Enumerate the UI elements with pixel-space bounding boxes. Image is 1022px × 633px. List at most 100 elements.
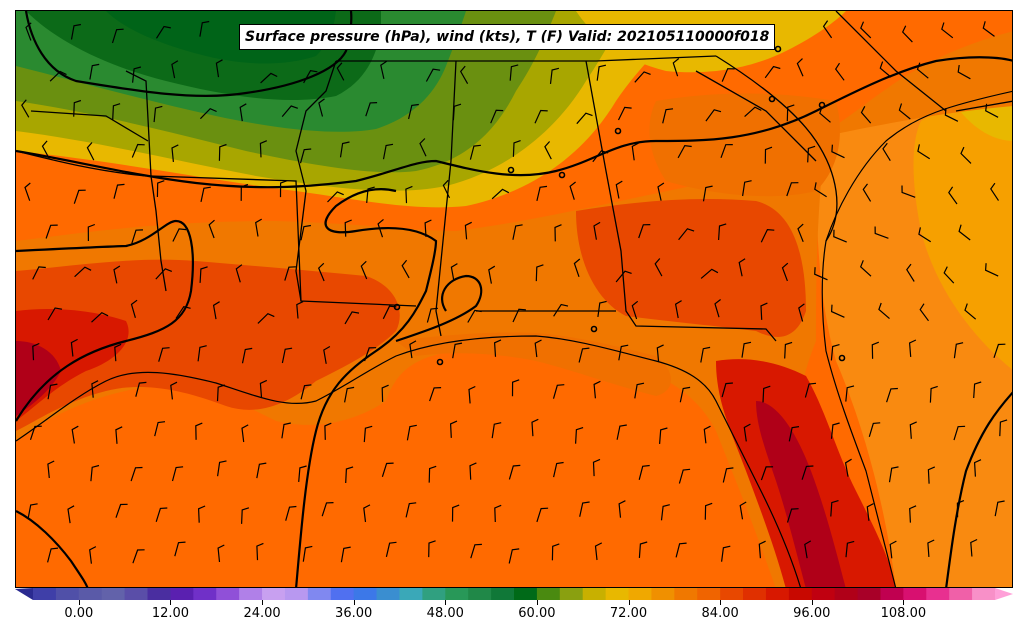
colorbar-segment <box>124 588 149 600</box>
wind-barb <box>21 99 30 118</box>
wind-barb <box>638 224 651 239</box>
wind-barb <box>317 262 325 282</box>
wind-barb <box>408 103 419 120</box>
wind-barb <box>381 384 389 402</box>
border-carolinas <box>695 70 817 162</box>
wind-barb <box>830 500 839 517</box>
isobars <box>16 11 1012 587</box>
wind-barb <box>638 541 648 558</box>
wind-barb <box>916 62 929 79</box>
wind-barb <box>886 387 898 403</box>
colorbar-tick-label: 36.00 <box>335 606 373 621</box>
wind-barb <box>131 143 145 158</box>
wind-barb <box>552 384 565 399</box>
wind-barb <box>451 504 460 522</box>
wind-barb <box>285 505 297 521</box>
wind-barb <box>302 545 313 562</box>
wind-barb <box>170 381 178 400</box>
colorbar-segment <box>651 588 675 600</box>
wind-barb <box>284 266 296 281</box>
station-marker <box>590 325 598 333</box>
wind-barb <box>534 109 548 124</box>
wind-barb <box>888 466 899 483</box>
wind-barb <box>662 108 674 124</box>
wind-barb <box>512 140 521 157</box>
wind-barb <box>575 427 584 444</box>
station-marker <box>838 354 846 362</box>
wind-barb <box>215 59 223 78</box>
wind-barb <box>830 422 840 439</box>
colorbar-segment <box>514 588 538 600</box>
wind-barb <box>509 64 519 81</box>
wind-barb <box>760 466 774 481</box>
wind-barb <box>764 65 781 79</box>
wind-barb <box>704 502 713 520</box>
border-oklahoma-arkansas <box>30 110 149 142</box>
wind-barb <box>742 180 752 197</box>
wind-barb <box>450 263 458 282</box>
wind-barb <box>241 424 249 443</box>
wind-barb <box>678 468 691 484</box>
wind-barb <box>344 219 352 237</box>
wind-barb <box>47 460 55 479</box>
wind-barb <box>365 102 378 117</box>
wind-barb <box>744 106 762 118</box>
wind-barb <box>259 379 268 398</box>
colorbar-tick-mark <box>628 600 630 605</box>
wind-barb <box>29 425 42 440</box>
wind-barb <box>985 103 999 118</box>
wind-barb <box>111 28 124 44</box>
wind-barb <box>814 267 828 281</box>
wind-barb <box>240 183 249 201</box>
wind-barb <box>419 138 427 157</box>
wind-barb <box>889 540 897 559</box>
wind-barb <box>508 548 520 564</box>
wind-barb <box>382 143 394 160</box>
wind-barb <box>634 71 651 83</box>
colorbar <box>15 588 1013 600</box>
wind-barb <box>281 422 291 439</box>
wind-barb <box>195 422 203 440</box>
border-mississippi-river <box>295 60 337 302</box>
wind-barb <box>208 219 215 239</box>
temperature-map <box>16 11 1012 587</box>
wind-barb <box>700 268 719 279</box>
colorbar-tick-mark <box>536 600 538 605</box>
wind-barb <box>217 544 225 563</box>
wind-barb <box>631 300 639 320</box>
wind-barb <box>27 503 38 519</box>
wind-barb <box>721 545 731 562</box>
wind-barb <box>259 140 268 158</box>
wind-barb <box>212 301 220 320</box>
wind-barb <box>381 462 394 477</box>
colorbar-segment <box>422 588 446 600</box>
wind-barb <box>300 384 312 400</box>
colorbar-segment <box>307 588 332 600</box>
colorbar-segment <box>33 588 57 600</box>
wind-barb <box>303 70 318 84</box>
wind-barb <box>878 302 890 320</box>
wind-barb <box>70 23 82 40</box>
station-marker <box>774 45 782 53</box>
colorbar-segment <box>628 588 652 600</box>
colorbar-segment <box>926 588 950 600</box>
colorbar-segment <box>972 588 996 600</box>
wind-barb <box>300 224 311 241</box>
wind-barb <box>551 543 560 561</box>
wind-barb <box>786 508 799 523</box>
wind-barb <box>927 539 935 557</box>
colorbar-segment <box>674 588 698 600</box>
wind-barb <box>218 143 227 161</box>
wind-barb <box>257 312 275 324</box>
colorbar-tick-mark <box>903 600 905 605</box>
wind-barb <box>536 507 549 523</box>
wind-barb <box>593 380 601 399</box>
wind-barb <box>879 61 892 78</box>
wind-barb <box>882 142 891 162</box>
wind-barb <box>299 148 312 164</box>
map-title: Surface pressure (hPa), wind (kts), T (F… <box>239 24 776 50</box>
wind-barb <box>544 141 552 160</box>
wind-barb <box>553 303 569 317</box>
wind-barb <box>862 183 872 202</box>
wind-barb <box>618 344 629 361</box>
